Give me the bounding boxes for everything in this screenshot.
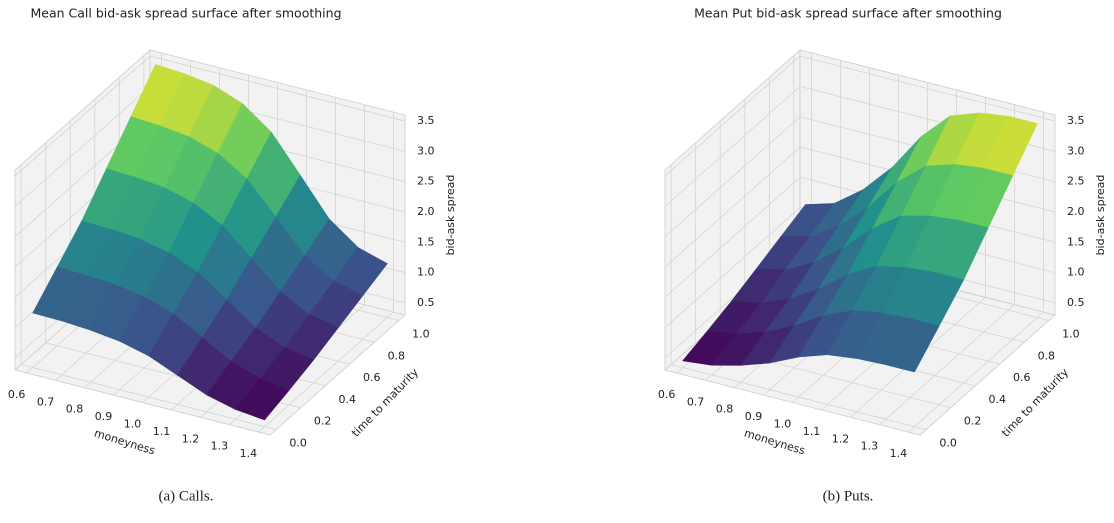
chart-title: Mean Put bid-ask spread surface after sm… — [694, 6, 1002, 21]
z-tick-label: 3.5 — [1067, 114, 1085, 127]
y-tick-label: 1.0 — [1062, 327, 1080, 340]
grid-line — [14, 86, 151, 207]
x-tick-label: 0.7 — [37, 395, 55, 408]
x-tick-label: 1.1 — [803, 425, 821, 438]
x-tick-label: 0.6 — [658, 388, 676, 401]
z-tick-label: 1.5 — [1067, 235, 1085, 248]
panel: Mean Call bid-ask spread surface after s… — [8, 6, 457, 505]
y-axis-label: time to maturity — [999, 365, 1071, 439]
grid-line — [908, 311, 1044, 433]
y-tick-label: 0.2 — [314, 415, 332, 428]
x-tick-label: 1.1 — [153, 425, 171, 438]
z-tick-label: 2.0 — [1067, 205, 1085, 218]
z-axis-label: bid-ask spread — [1094, 175, 1107, 256]
grid-line — [799, 55, 1056, 122]
z-tick-label: 1.0 — [1067, 266, 1085, 279]
y-tick-label: 1.0 — [412, 327, 430, 340]
x-tick-label: 1.4 — [240, 447, 258, 460]
z-tick-label: 0.5 — [1067, 296, 1085, 309]
grid-line — [664, 146, 801, 268]
y-tick-label: 0.2 — [964, 415, 982, 428]
caption: (a) Calls. — [159, 488, 214, 504]
caption: (b) Puts. — [823, 488, 874, 504]
x-tick-label: 0.8 — [66, 403, 84, 416]
z-tick-label: 3.5 — [417, 114, 435, 127]
x-tick-label: 0.9 — [95, 410, 113, 423]
grid-line — [664, 176, 801, 298]
x-axis-label: moneyness — [743, 427, 807, 458]
x-tick-label: 1.2 — [182, 432, 200, 445]
grid-line — [671, 364, 927, 430]
grid-line — [14, 55, 151, 177]
y-tick-label: 0.8 — [388, 349, 406, 362]
z-tick-label: 2.5 — [1067, 175, 1085, 188]
z-axis-label: bid-ask spread — [444, 175, 457, 256]
y-tick-label: 0.8 — [1038, 349, 1056, 362]
grid-line — [664, 116, 801, 237]
y-tick-label: 0.0 — [289, 437, 307, 450]
y-tick-label: 0.6 — [1013, 371, 1031, 384]
x-tick-label: 0.7 — [687, 395, 705, 408]
z-tick-label: 3.0 — [1067, 144, 1085, 157]
x-tick-label: 1.2 — [832, 432, 850, 445]
x-tick-label: 1.3 — [861, 440, 879, 453]
z-tick-label: 0.5 — [417, 296, 435, 309]
x-tick-label: 1.0 — [124, 418, 142, 431]
grid-line — [149, 55, 406, 122]
grid-line — [664, 55, 801, 177]
z-tick-label: 3.0 — [417, 144, 435, 157]
x-axis-label: moneyness — [93, 427, 157, 458]
x-tick-label: 0.6 — [8, 388, 26, 401]
y-tick-label: 0.4 — [338, 393, 356, 406]
grid-line — [664, 86, 801, 207]
y-axis-label: time to maturity — [349, 365, 421, 439]
grid-line — [879, 304, 1015, 425]
z-tick-label: 1.0 — [417, 266, 435, 279]
x-tick-label: 1.3 — [211, 440, 229, 453]
z-tick-label: 1.5 — [417, 235, 435, 248]
x-tick-label: 1.4 — [890, 447, 908, 460]
surface-face — [885, 318, 940, 373]
y-tick-label: 0.0 — [939, 437, 957, 450]
panel: Mean Put bid-ask spread surface after sm… — [658, 6, 1107, 505]
grid-line — [21, 364, 277, 430]
x-tick-label: 1.0 — [774, 418, 792, 431]
grid-line — [258, 311, 394, 433]
y-tick-label: 0.4 — [988, 393, 1006, 406]
z-tick-label: 2.0 — [417, 205, 435, 218]
y-tick-label: 0.6 — [363, 371, 381, 384]
chart-title: Mean Call bid-ask spread surface after s… — [31, 6, 342, 21]
x-tick-label: 0.8 — [716, 403, 734, 416]
surface-face — [235, 378, 290, 421]
grid-line — [664, 207, 801, 328]
x-tick-label: 0.9 — [745, 410, 763, 423]
z-tick-label: 2.5 — [417, 175, 435, 188]
